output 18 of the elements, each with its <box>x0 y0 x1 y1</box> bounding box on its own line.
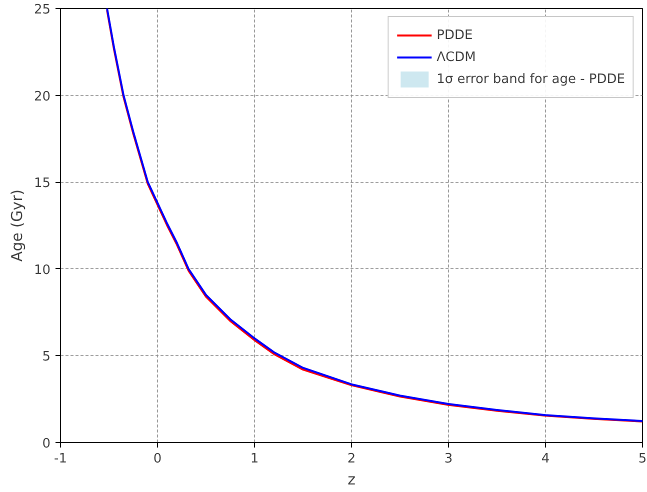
x-tick-label: 5 <box>638 452 647 466</box>
x-axis-title: z <box>348 470 356 488</box>
legend-label: ΛCDM <box>436 50 476 64</box>
x-tick-label: 0 <box>153 452 162 466</box>
y-tick-label: 20 <box>34 89 51 104</box>
x-tick-label: -1 <box>54 452 67 466</box>
x-tick-label: 2 <box>347 452 356 466</box>
x-tick-label: 1 <box>250 452 259 466</box>
x-tick-label: 3 <box>444 452 453 466</box>
x-tick-label: 4 <box>541 452 550 466</box>
legend-label: 1σ error band for age - PDDE <box>436 72 625 86</box>
y-axis-title: Age (Gyr) <box>8 189 26 262</box>
y-tick-label: 5 <box>42 350 51 365</box>
legend-label: PDDE <box>436 28 473 42</box>
y-tick-label: 25 <box>34 2 51 18</box>
y-tick-label: 15 <box>34 176 51 192</box>
y-tick-label: 10 <box>34 262 51 278</box>
y-tick-label: 0 <box>42 436 51 452</box>
